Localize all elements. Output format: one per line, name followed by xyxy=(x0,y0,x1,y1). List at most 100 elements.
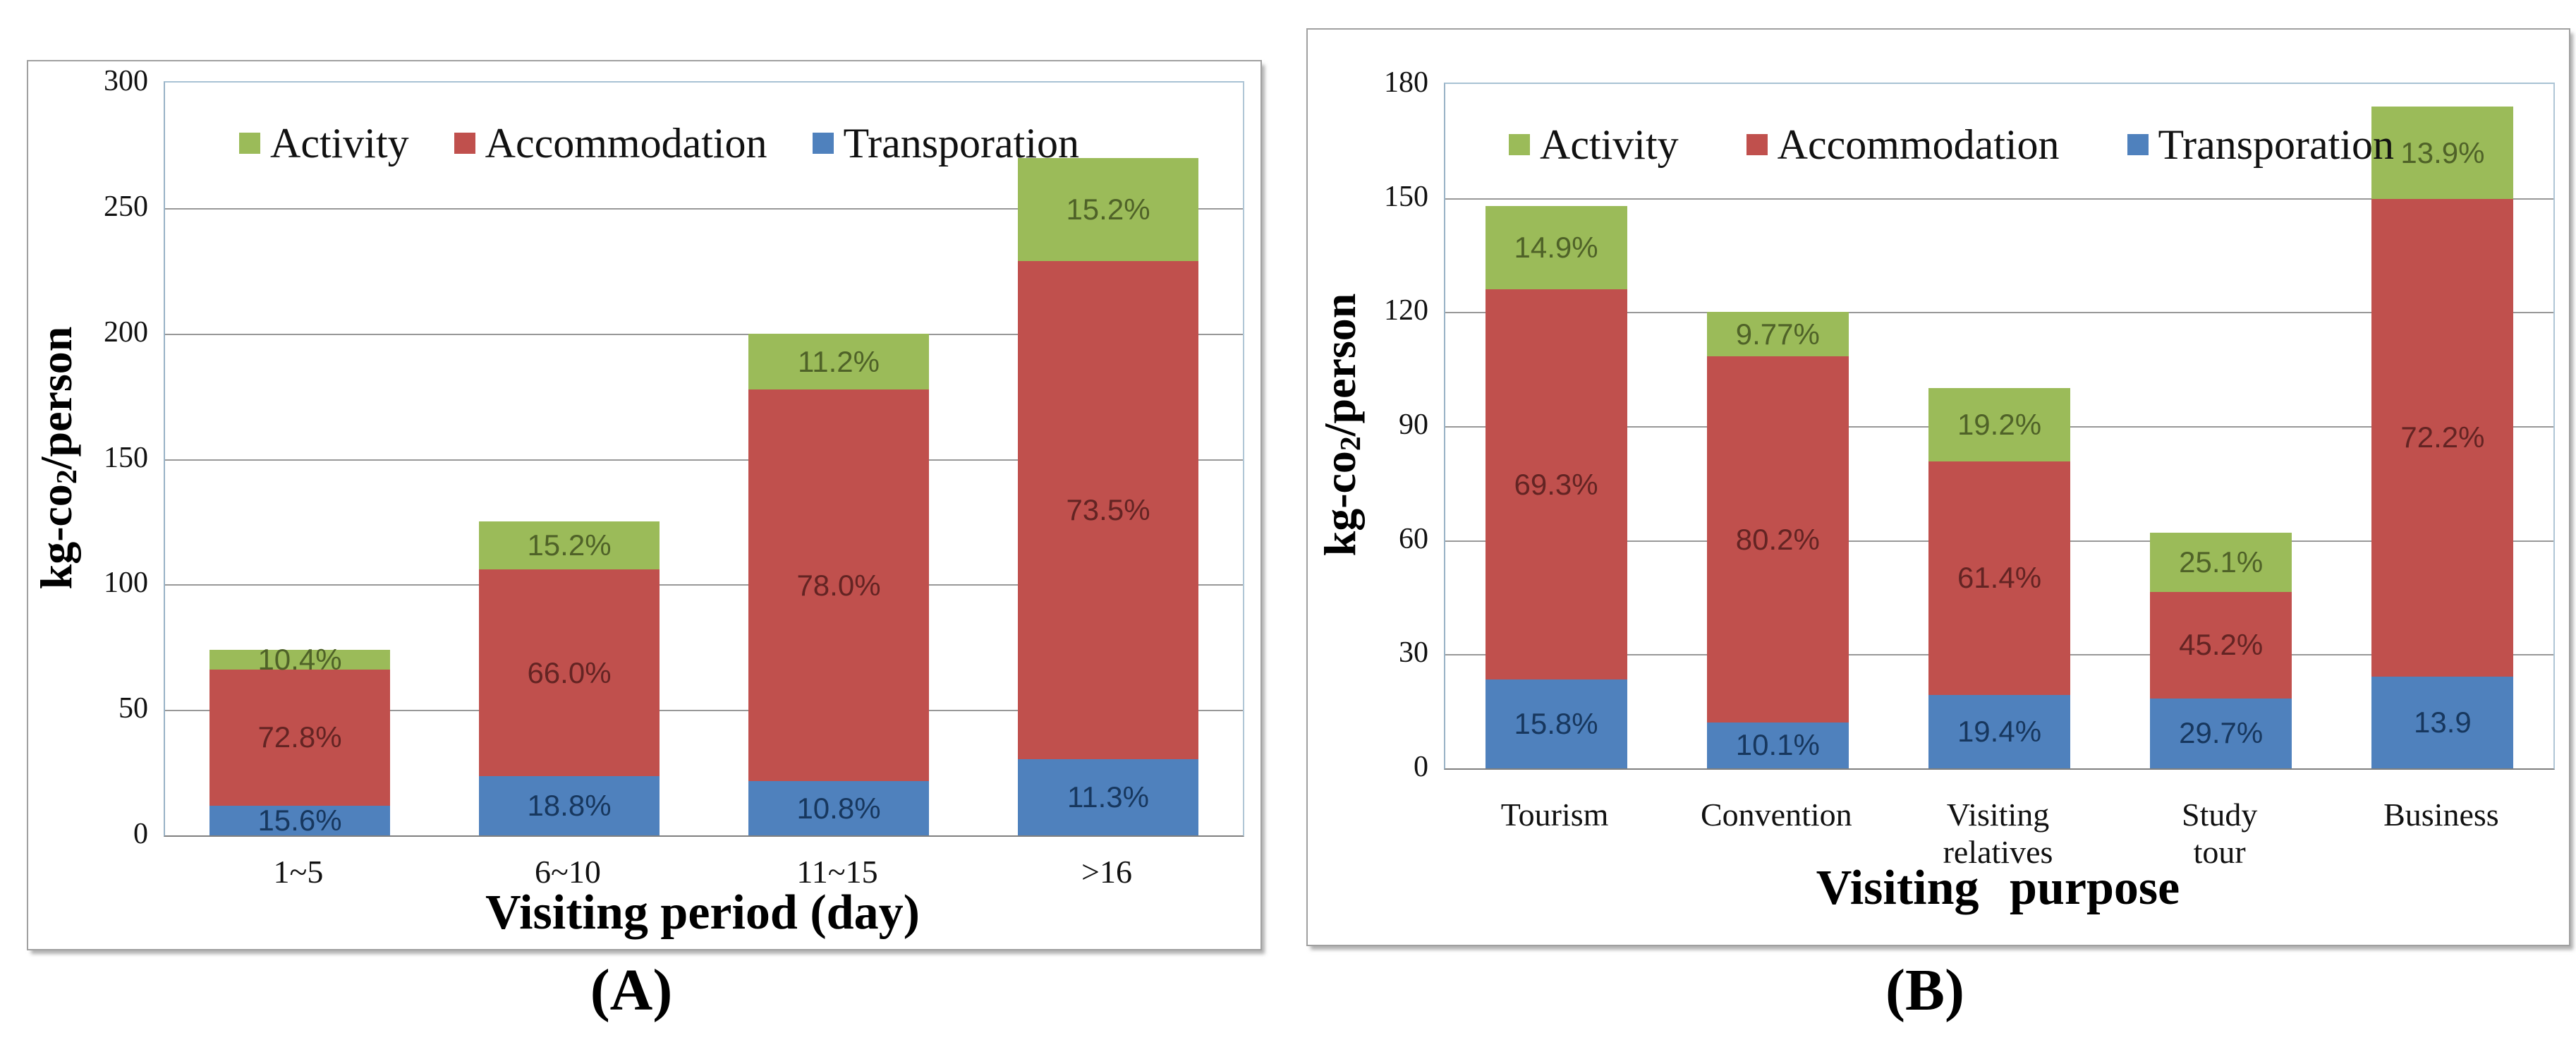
x-category-label: Business xyxy=(2383,797,2499,833)
stacked-bar: 11.3% 73.5% 15.2% xyxy=(1018,157,1198,835)
figure-caption-b: (B) xyxy=(1885,957,1964,1023)
data-label: 15.6% xyxy=(257,804,342,838)
bar-segment-accommodation: 73.5% xyxy=(1018,260,1198,759)
legend-item-activity: Activity xyxy=(1509,123,1679,166)
gridline xyxy=(165,584,1243,586)
bar-slot: 18.8% 66.0% 15.2% xyxy=(435,83,704,835)
bar-segment-transporation: 18.8% xyxy=(479,776,660,835)
stacked-bar: 18.8% 66.0% 15.2% xyxy=(479,521,660,835)
chart-panel-a: kg-co2/person 0 50 100 150 200 250 300 15.6% 72… xyxy=(27,60,1262,950)
gridline xyxy=(165,207,1243,210)
legend-label: Accommodation xyxy=(485,120,767,167)
plot-area-b: 15.8% 69.3% 14.9% 10.1% 80.2% 9.77% 19.4% 61.4%… xyxy=(1444,83,2555,770)
legend-swatch-icon xyxy=(454,133,475,154)
data-label: 29.7% xyxy=(2179,716,2264,750)
x-category-label: Tourism xyxy=(1500,797,1609,833)
data-label: 78.0% xyxy=(796,568,881,602)
bar-segment-activity: 15.2% xyxy=(1018,157,1198,261)
bar-segment-accommodation: 66.0% xyxy=(479,569,660,777)
data-label: 11.2% xyxy=(798,344,880,378)
chart-panel-b: kg-co2/person 0 30 60 90 120 150 180 15.8% 69.3… xyxy=(1306,28,2570,946)
legend-a: Activity Accommodation Transporation xyxy=(239,122,1079,164)
legend-item-activity: Activity xyxy=(239,122,409,164)
data-label: 9.77% xyxy=(1735,317,1820,351)
data-label: 11.3% xyxy=(1067,780,1149,814)
stacked-bar: 29.7% 45.2% 25.1% xyxy=(2150,532,2292,768)
bar-segment-transporation: 15.6% xyxy=(209,806,390,835)
x-axis-categories-a: 1~5 6~10 11~15 >16 xyxy=(164,854,1241,938)
data-label: 73.5% xyxy=(1066,492,1150,526)
legend-item-transporation: Transporation xyxy=(2127,123,2394,166)
data-label: 14.9% xyxy=(1514,230,1598,264)
bar-slot: 10.8% 78.0% 11.2% xyxy=(704,83,973,835)
x-category-label: 11~15 xyxy=(796,854,878,890)
data-label: 61.4% xyxy=(1957,561,2042,595)
bar-segment-transporation: 13.9 xyxy=(2371,676,2514,768)
data-label: 13.9% xyxy=(2400,135,2485,169)
y-tick-label: 150 xyxy=(104,441,148,474)
bars-a: 15.6% 72.8% 10.4% 18.8% 66.0% 15.2% 10.8% 78.0%… xyxy=(165,83,1243,835)
bar-segment-transporation: 10.8% xyxy=(748,781,929,835)
legend-item-accommodation: Accommodation xyxy=(1746,123,2060,166)
bar-segment-activity: 9.77% xyxy=(1706,312,1849,357)
y-tick-label: 100 xyxy=(104,567,148,600)
gridline xyxy=(165,333,1243,335)
legend-swatch-icon xyxy=(1746,134,1768,155)
bar-slot: 19.4% 61.4% 19.2% xyxy=(1888,84,2110,768)
bar-segment-transporation: 15.8% xyxy=(1485,679,1627,768)
legend-b: Activity Accommodation Transporation xyxy=(1509,123,2394,166)
data-label: 19.4% xyxy=(1957,714,2042,748)
legend-label: Activity xyxy=(1540,121,1679,168)
bar-slot: 15.6% 72.8% 10.4% xyxy=(165,83,435,835)
data-label: 10.1% xyxy=(1735,728,1820,762)
legend-item-transporation: Transporation xyxy=(812,122,1079,164)
bar-segment-transporation: 29.7% xyxy=(2150,698,2292,768)
bar-segment-activity: 14.9% xyxy=(1485,205,1627,290)
data-label: 72.2% xyxy=(2400,421,2485,454)
x-category-label: Study tour xyxy=(2182,797,2258,870)
x-category-label: Convention xyxy=(1700,797,1852,833)
x-axis-title-b: Visiting purpose xyxy=(1816,861,2180,915)
bar-slot: 10.1% 80.2% 9.77% xyxy=(1667,84,1888,768)
x-axis-title-a: Visiting period (day) xyxy=(485,885,920,940)
data-label: 15.2% xyxy=(1066,192,1150,226)
gridline xyxy=(165,710,1243,712)
y-tick-label: 60 xyxy=(1399,522,1428,555)
x-axis-categories-b: Tourism Convention Visiting relatives Study t… xyxy=(1444,797,2552,909)
bars-b: 15.8% 69.3% 14.9% 10.1% 80.2% 9.77% 19.4% 61.4%… xyxy=(1445,84,2553,768)
bar-slot: 13.9 72.2% 13.9% xyxy=(2332,84,2553,768)
data-label: 66.0% xyxy=(527,655,612,689)
bar-segment-activity: 15.2% xyxy=(479,521,660,570)
legend-swatch-icon xyxy=(2127,134,2149,155)
y-tick-label: 30 xyxy=(1399,636,1428,670)
y-tick-label: 300 xyxy=(104,65,148,97)
bar-segment-accommodation: 80.2% xyxy=(1706,356,1849,723)
bar-segment-activity: 10.4% xyxy=(209,644,390,674)
bar-segment-activity: 25.1% xyxy=(2150,532,2292,592)
bar-segment-accommodation: 78.0% xyxy=(748,389,929,782)
legend-label: Accommodation xyxy=(1777,121,2060,168)
y-tick-label: 0 xyxy=(133,818,148,850)
data-label: 10.4% xyxy=(257,642,342,676)
bar-segment-activity: 11.2% xyxy=(748,333,929,390)
bar-segment-activity: 19.2% xyxy=(1928,388,2071,461)
x-category-label: 6~10 xyxy=(535,854,601,890)
bar-segment-transporation: 19.4% xyxy=(1928,694,2071,768)
gridline xyxy=(1445,198,2553,200)
data-label: 15.8% xyxy=(1514,707,1598,740)
y-tick-label: 180 xyxy=(1384,66,1428,99)
y-tick-label: 120 xyxy=(1384,294,1428,327)
legend-swatch-icon xyxy=(239,133,260,154)
stacked-bar: 19.4% 61.4% 19.2% xyxy=(1928,388,2071,768)
data-label: 10.8% xyxy=(796,791,881,825)
data-label: 69.3% xyxy=(1514,467,1598,501)
y-tick-label: 150 xyxy=(1384,180,1428,213)
legend-swatch-icon xyxy=(1509,134,1530,155)
y-tick-label: 250 xyxy=(104,190,148,223)
x-category-label: Visiting relatives xyxy=(1943,797,2053,870)
bar-slot: 11.3% 73.5% 15.2% xyxy=(973,83,1243,835)
stacked-bar: 10.8% 78.0% 11.2% xyxy=(748,333,929,835)
legend-label: Transporation xyxy=(2158,121,2394,168)
gridline xyxy=(165,459,1243,461)
data-label: 72.8% xyxy=(257,720,342,754)
